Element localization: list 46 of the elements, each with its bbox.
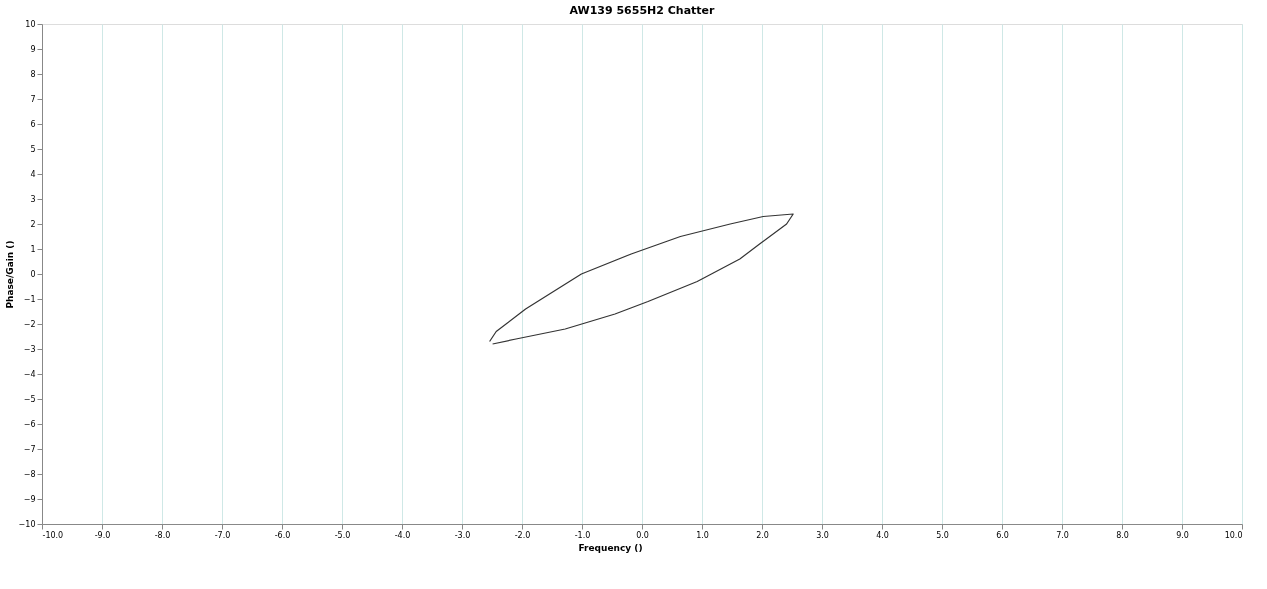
- y-tick-label: −7: [23, 444, 36, 454]
- x-tick-label: -9.0: [94, 530, 111, 540]
- y-tick-label: −8: [23, 469, 36, 479]
- x-tick-label: -7.0: [214, 530, 231, 540]
- x-axis-title: Frequency (): [578, 542, 643, 553]
- line-series: [489, 213, 794, 345]
- y-tick-label: −3: [23, 344, 36, 354]
- y-tick-label: 4: [30, 169, 36, 179]
- y-tick-label: 9: [30, 44, 36, 54]
- y-tick-label: −5: [23, 394, 36, 404]
- y-tick-label: −4: [23, 369, 36, 379]
- x-tick-label: 5.0: [936, 530, 949, 540]
- x-tick-label: 8.0: [1116, 530, 1129, 540]
- y-tick-label: 8: [30, 69, 36, 79]
- y-tick-label: 10: [25, 19, 36, 29]
- x-tick-label: 7.0: [1056, 530, 1069, 540]
- y-tick-label: −9: [23, 494, 36, 504]
- y-tick-label: 1: [30, 244, 36, 254]
- x-tick-label: -2.0: [514, 530, 531, 540]
- y-tick-label: 5: [30, 144, 36, 154]
- y-tick-label: 3: [30, 194, 36, 204]
- x-tick-label: -6.0: [274, 530, 291, 540]
- y-tick-label: 6: [30, 119, 36, 129]
- x-tick-label: 1.0: [696, 530, 709, 540]
- y-tick-label: 2: [30, 219, 36, 229]
- y-axis-title: Phase/Gain (): [4, 240, 15, 309]
- x-tick-label: -3.0: [454, 530, 471, 540]
- x-tick-label: -8.0: [154, 530, 171, 540]
- x-tick-label: 2.0: [756, 530, 769, 540]
- x-tick-label: -5.0: [334, 530, 351, 540]
- y-tick-label: −2: [23, 319, 36, 329]
- chart-title: AW139 5655H2 Chatter: [569, 4, 716, 17]
- x-tick-label: 10.0: [1224, 530, 1243, 540]
- y-tick-label: −10: [18, 519, 36, 529]
- x-tick-label: -1.0: [574, 530, 591, 540]
- y-tick-label: −1: [23, 294, 36, 304]
- y-tick-label: 7: [30, 94, 36, 104]
- x-tick-label: 9.0: [1176, 530, 1189, 540]
- y-tick-label: −6: [23, 419, 36, 429]
- x-tick-label: 0.0: [636, 530, 649, 540]
- x-tick-label: 6.0: [996, 530, 1009, 540]
- x-tick-label: 4.0: [876, 530, 889, 540]
- x-tick-label: 3.0: [816, 530, 829, 540]
- x-tick-label: -10.0: [42, 530, 64, 540]
- y-tick-label: 0: [30, 269, 36, 279]
- x-tick-label: -4.0: [394, 530, 411, 540]
